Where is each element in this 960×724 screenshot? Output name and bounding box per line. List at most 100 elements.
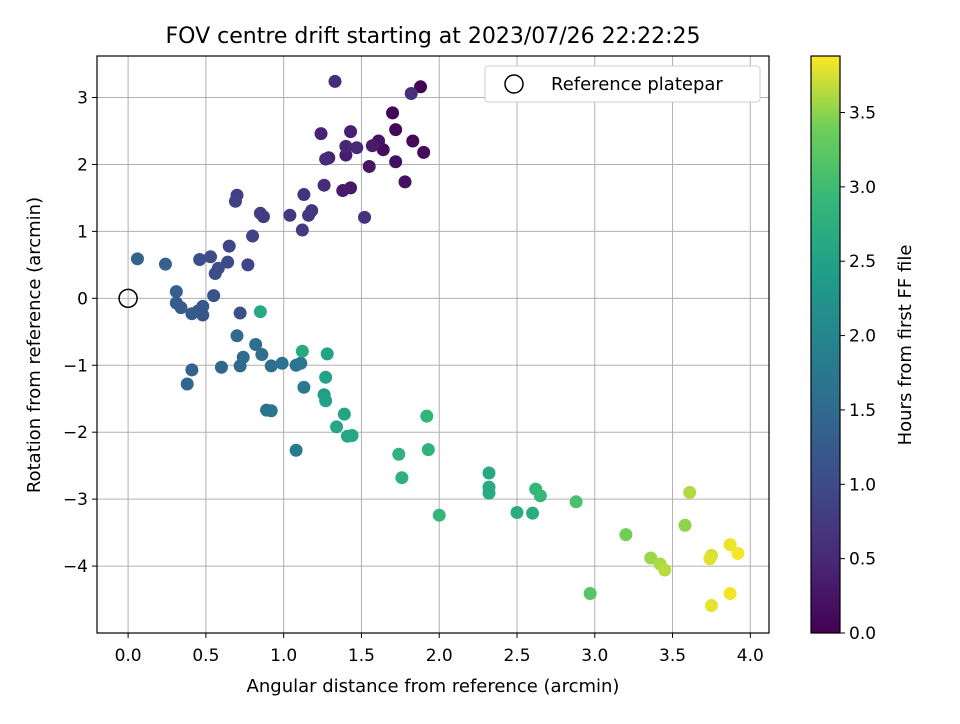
data-point [246,229,260,243]
x-tick-label: 0.0 [115,646,142,666]
colorbar-ticks: 0.0 0.5 1.0 1.5 2.0 2.5 3.0 3.5 [840,104,876,644]
data-point [169,296,183,310]
data-point [236,350,250,364]
data-point [193,252,207,266]
data-point [253,305,267,319]
x-tick-label: 1.0 [270,646,297,666]
data-point [319,152,333,166]
data-point [392,447,406,461]
data-point [297,188,311,202]
data-point [421,443,435,457]
data-point [482,466,496,480]
grid [97,56,769,633]
data-point [339,139,353,153]
data-point [336,184,350,198]
colorbar [810,55,841,634]
data-point [158,257,172,271]
legend-label: Reference platepar [551,74,723,95]
y-tick-label: −3 [63,490,88,510]
x-tick-label: 3.0 [581,646,608,666]
x-tick-label: 0.5 [192,646,219,666]
y-tick-label: 1 [77,222,88,242]
data-points [130,74,745,613]
data-point [255,348,269,362]
data-point [731,546,745,560]
colorbar-tick-label: 2.0 [849,327,876,347]
data-point [723,587,737,601]
reference-platepar-marker [118,288,138,309]
data-point [389,123,403,137]
data-point [208,267,222,281]
y-tick-label: −4 [63,557,88,577]
colorbar-tick-label: 0.5 [849,550,876,570]
data-point [704,599,718,613]
data-point [328,74,342,88]
data-point [358,210,372,224]
data-point [264,359,278,373]
data-point [683,485,697,499]
y-tick-label: −2 [63,423,88,443]
data-point [295,223,309,237]
data-point [320,347,334,361]
data-point [319,370,333,384]
data-point [228,194,242,208]
data-point [619,528,633,542]
y-tick-label: −1 [63,356,88,376]
data-point [317,178,331,192]
colorbar-tick-label: 3.5 [849,104,876,124]
data-point [365,139,379,153]
y-tick-label: 3 [77,89,88,109]
data-point [214,360,228,374]
data-point [204,250,218,264]
data-point [644,551,658,565]
y-tick-label: 2 [77,155,88,175]
legend: Reference platepar [484,65,761,103]
data-point [221,255,235,269]
data-point [230,329,244,343]
data-point [233,306,247,320]
data-point [414,80,428,94]
data-point [185,363,199,377]
y-tick-label: 0 [77,289,88,309]
plot-frame [96,55,770,634]
data-point [406,134,420,148]
y-axis-ticks: −4 −3 −2 −1 0 1 2 3 [63,89,97,577]
data-point [362,159,376,173]
data-point [297,380,311,394]
x-axis-label: Angular distance from reference (arcmin) [247,676,620,697]
data-point [510,506,524,520]
data-point [678,518,692,532]
data-point [398,175,412,189]
data-point [350,141,364,155]
x-tick-label: 4.0 [737,646,764,666]
data-point [432,508,446,522]
data-point [330,420,344,434]
data-point [319,394,333,408]
colorbar-tick-label: 1.0 [849,475,876,495]
colorbar-label: Hours from first FF file [895,245,916,446]
data-point [130,252,144,266]
data-point [275,356,289,370]
data-point [395,471,409,485]
x-tick-label: 2.0 [426,646,453,666]
data-point [703,552,717,566]
data-point [337,407,351,421]
data-point [344,125,358,139]
data-point [314,127,328,141]
colorbar-tick-label: 3.0 [849,178,876,198]
x-axis-ticks: 0.0 0.5 1.0 1.5 2.0 2.5 3.0 3.5 4.0 [115,633,764,666]
data-point [294,356,308,370]
data-point [302,208,316,222]
data-point [533,489,547,503]
x-tick-label: 1.5 [348,646,375,666]
data-point [253,206,267,220]
data-point [583,587,597,601]
data-point [185,307,199,321]
data-point [264,404,278,418]
legend-marker-icon [504,74,524,94]
data-point [222,239,236,253]
x-tick-label: 3.5 [659,646,686,666]
data-point [569,495,583,509]
colorbar-tick-label: 2.5 [849,252,876,272]
